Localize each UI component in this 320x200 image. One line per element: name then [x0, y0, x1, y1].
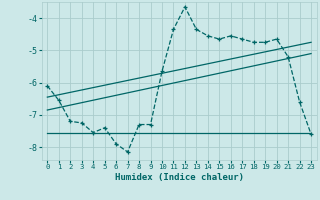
X-axis label: Humidex (Indice chaleur): Humidex (Indice chaleur): [115, 173, 244, 182]
